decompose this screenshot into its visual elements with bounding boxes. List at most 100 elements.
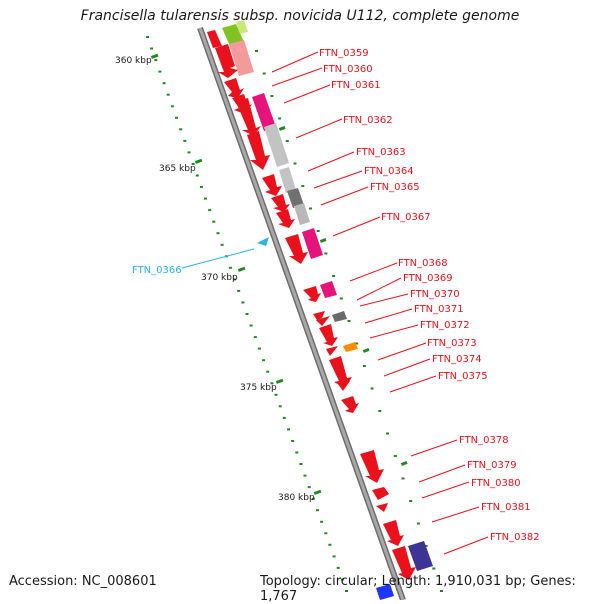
axis-tick: [285, 140, 289, 142]
axis-tick: [170, 105, 174, 108]
reverse-gene-arrow[interactable]: [257, 237, 269, 246]
feature-block[interactable]: [302, 228, 323, 259]
axis-tick: [282, 416, 286, 419]
gene-arrow[interactable]: [341, 396, 359, 413]
gene-arrow[interactable]: [372, 487, 389, 500]
leader-lines: [271, 51, 489, 555]
gene-arrow[interactable]: [303, 286, 321, 302]
gene-label-FTN_0368[interactable]: FTN_0368: [398, 258, 448, 269]
gene-arrow[interactable]: [313, 311, 325, 320]
gene-label-FTN_0367[interactable]: FTN_0367: [381, 212, 431, 223]
gene-arrow[interactable]: [271, 194, 290, 212]
feature-block[interactable]: [222, 24, 244, 46]
page-title: Francisella tularensis subsp. novicida U…: [80, 8, 520, 24]
axis-tick: [199, 186, 203, 188]
gene-arrow[interactable]: [392, 546, 416, 580]
axis-tick: [220, 243, 224, 246]
axis-tick: [158, 70, 162, 73]
axis-tick: [212, 220, 216, 223]
gene-label-FTN_0371[interactable]: FTN_0371: [414, 304, 464, 315]
feature-block[interactable]: [408, 541, 433, 571]
axis-tick: [266, 370, 270, 373]
axis-tick: [345, 590, 348, 592]
feature-block[interactable]: [279, 167, 296, 193]
gene-label-FTN_0362[interactable]: FTN_0362: [343, 115, 393, 126]
axis-tick: [440, 590, 443, 592]
gene-label-FTN_0375[interactable]: FTN_0375: [438, 371, 488, 382]
gene-label-FTN_0374[interactable]: FTN_0374: [432, 354, 482, 365]
gene-arrow[interactable]: [319, 324, 338, 346]
scale-label-370: 370 kbp: [201, 273, 238, 283]
axis-tick: [191, 163, 195, 165]
axis-tick: [270, 95, 274, 97]
gene-arrow[interactable]: [338, 381, 350, 391]
feature-block[interactable]: [264, 123, 289, 167]
axis-tick: [336, 566, 340, 569]
gene-labels: FTN_0359 FTN_0360 FTN_0361 FTN_0362 FTN_…: [132, 48, 540, 543]
gene-label-FTN_0382[interactable]: FTN_0382: [490, 532, 540, 543]
axis-tick: [249, 324, 253, 327]
gene-arrow[interactable]: [285, 234, 308, 264]
gene-label-FTN_0379[interactable]: FTN_0379: [467, 460, 517, 471]
feature-block[interactable]: [343, 342, 358, 352]
feature-block[interactable]: [229, 40, 254, 76]
gene-label-FTN_0372[interactable]: FTN_0372: [420, 320, 470, 331]
gene-arrow[interactable]: [236, 98, 261, 136]
gene-arrow[interactable]: [262, 174, 282, 196]
axis-tick: [241, 301, 245, 304]
gene-arrow[interactable]: [207, 30, 222, 48]
gene-label-FTN_0381[interactable]: FTN_0381: [481, 502, 531, 513]
scale-label-360: 360 kbp: [115, 56, 152, 66]
axis-tick: [295, 451, 299, 454]
axis-tick: [179, 128, 183, 131]
gene-label-FTN_0359[interactable]: FTN_0359: [319, 48, 369, 59]
gene-arrow[interactable]: [326, 346, 338, 356]
gene-label-FTN_0361[interactable]: FTN_0361: [331, 80, 381, 91]
feature-block[interactable]: [376, 584, 394, 600]
feature-block[interactable]: [252, 93, 276, 131]
axis-tick: [311, 497, 315, 500]
axis-tick: [409, 500, 413, 502]
gene-arrow[interactable]: [247, 131, 270, 170]
gene-label-FTN_0370[interactable]: FTN_0370: [410, 289, 460, 300]
gene-label-FTN_0365[interactable]: FTN_0365: [370, 182, 420, 193]
axis-tick: [291, 440, 295, 442]
axis-tick: [307, 486, 311, 489]
axis-tick: [262, 359, 266, 362]
feature-block[interactable]: [294, 203, 310, 225]
scale-label-365: 365 kbp: [159, 164, 196, 174]
axis-tick: [175, 116, 178, 119]
gene-arrow[interactable]: [276, 209, 295, 228]
axis-tick: [293, 162, 297, 165]
gene-arrow[interactable]: [360, 450, 384, 483]
axis-tick: [355, 342, 359, 345]
axis-tick: [309, 207, 312, 210]
gene-label-FTN_0364[interactable]: FTN_0364: [364, 166, 414, 177]
axis-tick: [166, 93, 170, 96]
gene-label-FTN_0373[interactable]: FTN_0373: [427, 338, 477, 349]
gene-arrow[interactable]: [316, 316, 330, 326]
axis-tick: [287, 428, 290, 431]
axis-tick: [228, 266, 232, 269]
gene-arrow[interactable]: [376, 503, 388, 512]
gene-label-FTN_0360[interactable]: FTN_0360: [323, 64, 373, 75]
gene-arrow[interactable]: [224, 78, 244, 98]
feature-block[interactable]: [320, 281, 337, 298]
axis-tick: [370, 387, 374, 390]
gene-label-FTN_0380[interactable]: FTN_0380: [471, 478, 521, 489]
gene-label-FTN_0366[interactable]: FTN_0366: [132, 265, 182, 276]
gene-arrow[interactable]: [383, 520, 404, 546]
gene-label-FTN_0369[interactable]: FTN_0369: [403, 273, 453, 284]
gene-label-FTN_0363[interactable]: FTN_0363: [356, 147, 406, 158]
axis-tick: [332, 555, 336, 558]
feature-block[interactable]: [332, 311, 347, 322]
gene-arrow[interactable]: [215, 44, 238, 78]
axis-tick: [257, 347, 261, 350]
axis-tick: [424, 545, 428, 547]
scale-label-375: 375 kbp: [240, 383, 277, 393]
axis-tick: [270, 382, 274, 385]
gene-arrow[interactable]: [329, 356, 352, 388]
gene-label-FTN_0378[interactable]: FTN_0378: [459, 435, 509, 446]
feature-block[interactable]: [287, 188, 304, 208]
